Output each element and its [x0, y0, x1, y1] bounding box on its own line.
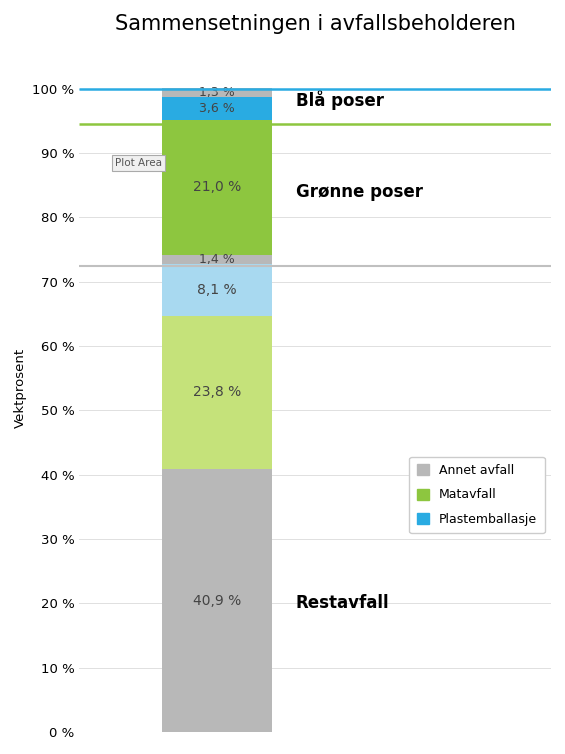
Text: Restavfall: Restavfall: [295, 594, 389, 612]
Text: Grønne poser: Grønne poser: [295, 182, 423, 201]
Bar: [162, 120, 272, 255]
Text: 23,8 %: 23,8 %: [193, 385, 241, 400]
Bar: [162, 88, 272, 97]
Text: 1,4 %: 1,4 %: [199, 253, 235, 265]
Legend: Annet avfall, Matavfall, Plastemballasje: Annet avfall, Matavfall, Plastemballasje: [409, 457, 545, 533]
Bar: [162, 97, 272, 120]
Bar: [162, 264, 272, 316]
Text: 1,3 %: 1,3 %: [199, 86, 235, 99]
Text: Blå poser: Blå poser: [295, 90, 384, 110]
Bar: [162, 255, 272, 264]
Y-axis label: Vektprosent: Vektprosent: [14, 348, 27, 428]
Text: Plot Area: Plot Area: [115, 158, 162, 168]
Title: Sammensetningen i avfallsbeholderen: Sammensetningen i avfallsbeholderen: [115, 14, 516, 34]
Text: 3,6 %: 3,6 %: [199, 102, 235, 115]
Text: 40,9 %: 40,9 %: [193, 593, 241, 608]
Text: 21,0 %: 21,0 %: [193, 180, 241, 195]
Text: 8,1 %: 8,1 %: [197, 283, 237, 297]
Bar: [162, 316, 272, 469]
Bar: [162, 469, 272, 732]
